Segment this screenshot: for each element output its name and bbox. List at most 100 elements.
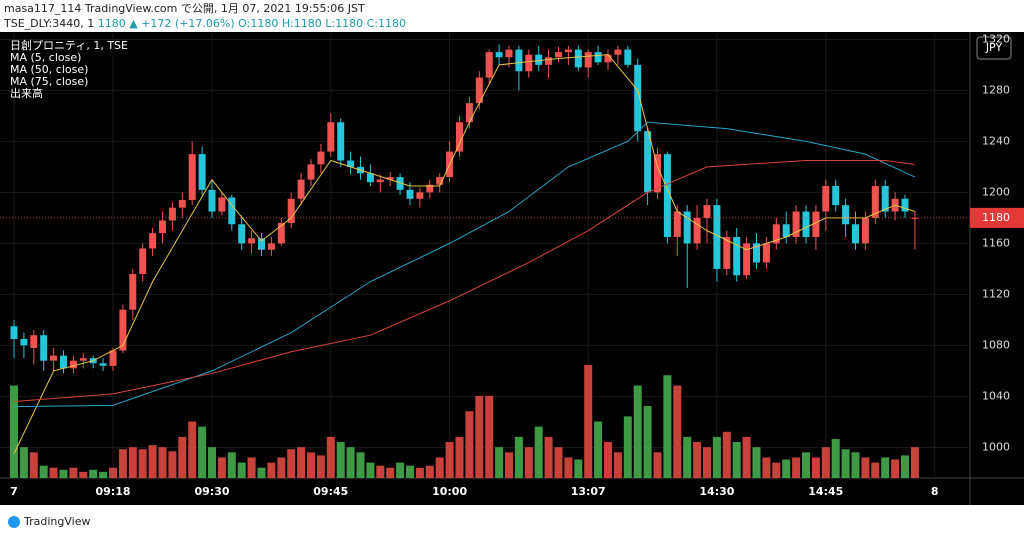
- volume-bar: [277, 457, 286, 478]
- volume-bar: [524, 447, 533, 478]
- candle-body: [69, 360, 77, 369]
- candle-body: [475, 77, 483, 104]
- candle-body: [10, 326, 18, 340]
- candle-body: [871, 186, 879, 218]
- candle-body: [753, 243, 760, 263]
- y-tick-label: 1120: [982, 287, 1010, 300]
- candle-body: [673, 211, 681, 238]
- candle-body: [198, 154, 206, 190]
- volume-bar: [386, 467, 395, 478]
- candle-body: [307, 164, 315, 180]
- candle-body: [238, 224, 246, 244]
- volume-bar: [257, 467, 266, 478]
- volume-bar: [663, 375, 672, 478]
- volume-bar: [910, 447, 919, 478]
- candle-body: [495, 52, 503, 58]
- volume-bar: [732, 442, 741, 478]
- volume-bar: [584, 365, 593, 478]
- candle-body: [505, 49, 513, 58]
- candle-body: [644, 131, 652, 193]
- candle-body: [654, 154, 661, 193]
- candle-body: [782, 224, 790, 238]
- candle-body: [535, 54, 543, 65]
- currency-box[interactable]: [976, 36, 1012, 60]
- candle-body: [20, 339, 28, 346]
- volume-bar: [237, 462, 246, 478]
- header-symbol: TSE_DLY:3440, 1 1180 ▲ +172 (+17.06%) O:…: [3, 17, 406, 30]
- volume-bar: [346, 447, 355, 478]
- candle-body: [555, 52, 562, 58]
- candle-body: [564, 49, 572, 53]
- volume-bar: [831, 438, 840, 478]
- candle-body: [139, 248, 147, 274]
- candle-body: [218, 197, 226, 212]
- candle-body: [634, 64, 642, 132]
- candle-body: [248, 238, 256, 244]
- volume-bar: [208, 447, 216, 478]
- change: ▲ +172 (+17.06%): [129, 17, 234, 30]
- legend-item: 出来高: [10, 86, 43, 100]
- volume-bar: [49, 467, 58, 478]
- y-tick-label: 1040: [982, 389, 1010, 402]
- candle-body: [416, 192, 424, 199]
- candle-body: [267, 243, 275, 250]
- volume-bar: [881, 457, 890, 478]
- candle-body: [317, 151, 325, 165]
- candle-body: [149, 233, 157, 249]
- candle-body: [614, 49, 622, 55]
- last-price-tag: [970, 207, 1024, 228]
- candle-body: [50, 355, 58, 361]
- candle-body: [822, 186, 830, 212]
- volume-bar: [623, 416, 632, 478]
- candle-body: [60, 355, 67, 369]
- volume-bar: [267, 462, 276, 478]
- volume-bar: [99, 471, 108, 478]
- volume-bar: [435, 457, 444, 478]
- candle-body: [178, 200, 186, 208]
- volume-bar: [574, 459, 583, 478]
- volume-bar: [29, 452, 38, 478]
- ma-line: [13, 54, 916, 454]
- x-tick-label: 14:30: [699, 485, 734, 498]
- volume-bar: [683, 436, 692, 478]
- candle-body: [337, 122, 345, 161]
- volume-bar: [406, 465, 414, 478]
- candle-body: [188, 154, 196, 201]
- ohlc: O:1180 H:1180 L:1180 C:1180: [238, 17, 406, 30]
- ma-line: [13, 160, 915, 402]
- volume-bar: [445, 442, 454, 478]
- volume-bar: [69, 467, 78, 478]
- last-price-label: 1180: [982, 211, 1010, 224]
- volume-bar: [287, 449, 296, 478]
- volume-bar: [643, 406, 652, 478]
- volume-bar: [198, 426, 207, 478]
- candle-body: [99, 363, 107, 366]
- candle-body: [723, 237, 731, 269]
- brand: TradingView: [8, 515, 90, 528]
- volume-bar: [821, 447, 830, 478]
- y-tick-label: 1240: [982, 134, 1010, 147]
- chart-bg: [0, 32, 1024, 505]
- candle-body: [228, 197, 236, 225]
- volume-bar: [901, 455, 909, 478]
- y-tick-label: 1320: [982, 32, 1010, 45]
- volume-bar: [128, 447, 137, 478]
- volume-bar: [465, 411, 474, 478]
- volume-bar: [514, 436, 523, 478]
- candle-body: [456, 122, 463, 152]
- candle-body: [703, 205, 711, 218]
- candle-body: [762, 243, 770, 263]
- x-tick-label: 09:30: [194, 485, 229, 498]
- candle-body: [485, 52, 493, 78]
- volume-bar: [138, 449, 147, 478]
- candle-body: [772, 224, 780, 244]
- volume-bar: [188, 421, 197, 478]
- volume-bar: [861, 457, 870, 478]
- candle-body: [604, 54, 612, 63]
- volume-bar: [841, 449, 850, 478]
- volume-bar: [495, 447, 504, 478]
- volume-bar: [534, 426, 543, 478]
- volume-bar: [376, 465, 385, 478]
- candle-body: [386, 177, 394, 180]
- candle-body: [733, 237, 741, 276]
